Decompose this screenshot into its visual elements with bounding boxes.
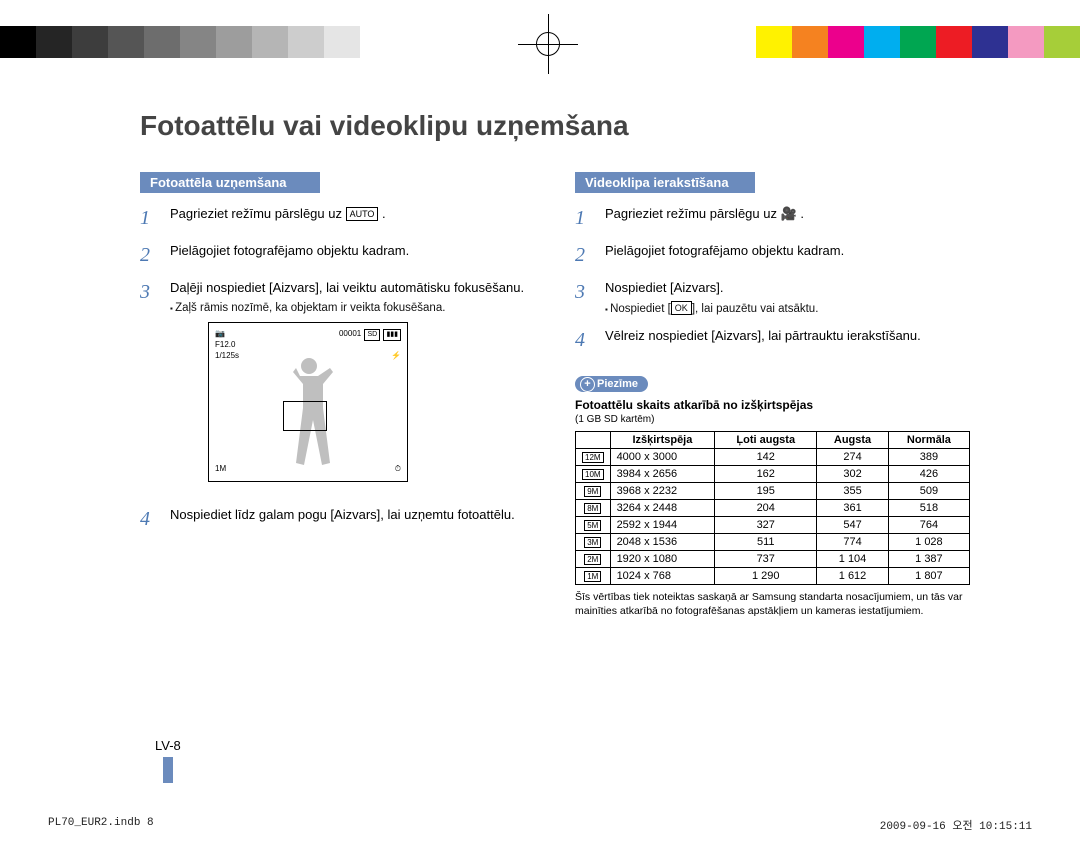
registration-cross (528, 24, 568, 64)
step-1: 1 Pagrieziet režīmu pārslēgu uz 🎥 . (575, 205, 970, 232)
flash-icon: ⚡ (391, 351, 401, 360)
table-row: 1M1024 x 7681 2901 6121 807 (576, 568, 970, 585)
page-content: Fotoattēlu vai videoklipu uzņemšana Foto… (140, 110, 970, 618)
table-header: Augsta (817, 432, 889, 449)
video-mode-icon: 🎥 (781, 206, 797, 221)
footer-timestamp: 2009-09-16 오전 10:15:11 (880, 817, 1032, 833)
footer-filename: PL70_EUR2.indb 8 (48, 817, 154, 833)
note-pill: Piezīme (575, 376, 648, 392)
resolution-badge: 10M (582, 469, 604, 480)
swatch (324, 26, 360, 58)
table-footnote: Šīs vērtības tiek noteiktas saskaņā ar S… (575, 591, 970, 618)
swatch (864, 26, 900, 58)
swatch (144, 26, 180, 58)
swatch (936, 26, 972, 58)
step-4: 4 Nospiediet līdz galam pogu [Aizvars], … (140, 506, 535, 533)
swatch (828, 26, 864, 58)
swatch (756, 26, 792, 58)
swatch (180, 26, 216, 58)
table-row: 12M4000 x 3000142274389 (576, 449, 970, 466)
resolution-badge: 1M (584, 571, 601, 582)
table-row: 3M2048 x 15365117741 028 (576, 534, 970, 551)
step-4: 4 Vēlreiz nospiediet [Aizvars], lai pārt… (575, 327, 970, 354)
resolution-badge: 9M (584, 486, 601, 497)
swatch (288, 26, 324, 58)
table-header: Ļoti augsta (715, 432, 817, 449)
print-footer: PL70_EUR2.indb 8 2009-09-16 오전 10:15:11 (48, 817, 1032, 833)
lcd-preview: 📷 F12.0 1/125s 00001 SD ▮▮▮ ⚡ 1M (208, 322, 408, 482)
page-title: Fotoattēlu vai videoklipu uzņemšana (140, 110, 970, 142)
swatch (900, 26, 936, 58)
step-3: 3 Nospiediet [Aizvars]. Nospiediet [OK],… (575, 279, 970, 317)
resolution-badge: 8M (584, 503, 601, 514)
page-number: LV-8 (155, 738, 181, 783)
swatch (720, 26, 756, 58)
table-header: Izšķirtspēja (610, 432, 715, 449)
resolution-badge: 5M (584, 520, 601, 531)
swatch (1044, 26, 1080, 58)
swatch (72, 26, 108, 58)
table-row: 5M2592 x 1944327547764 (576, 517, 970, 534)
ok-button-icon: OK (671, 301, 692, 315)
swatch (1008, 26, 1044, 58)
sd-icon: SD (364, 329, 380, 340)
timer-icon: ⏱ (395, 464, 401, 475)
swatch (108, 26, 144, 58)
focus-box (283, 401, 327, 431)
swatch (0, 26, 36, 58)
note-title: Fotoattēlu skaits atkarībā no izšķirtspē… (575, 398, 970, 412)
table-row: 9M3968 x 2232195355509 (576, 483, 970, 500)
step-2: 2 Pielāgojiet fotografējamo objektu kadr… (140, 242, 535, 269)
step-1: 1 Pagrieziet režīmu pārslēgu uz AUTO . (140, 205, 535, 232)
swatch (36, 26, 72, 58)
swatch (216, 26, 252, 58)
resolution-badge: 2M (584, 554, 601, 565)
swatch (972, 26, 1008, 58)
resolution-badge: 12M (582, 452, 604, 463)
resolution-table: IzšķirtspējaĻoti augstaAugstaNormāla 12M… (575, 431, 970, 585)
step-3: 3 Daļēji nospiediet [Aizvars], lai veikt… (140, 279, 535, 496)
swatch (252, 26, 288, 58)
photo-section-header: Fotoattēla uzņemšana (140, 172, 320, 193)
table-row: 2M1920 x 10807371 1041 387 (576, 551, 970, 568)
left-column: Fotoattēla uzņemšana 1 Pagrieziet režīmu… (140, 172, 535, 618)
table-header: Normāla (888, 432, 969, 449)
auto-mode-icon: AUTO (346, 207, 379, 221)
camera-icon: 📷 (215, 329, 225, 338)
battery-icon: ▮▮▮ (383, 329, 401, 340)
resolution-badge: 3M (584, 537, 601, 548)
swatch (792, 26, 828, 58)
table-row: 8M3264 x 2448204361518 (576, 500, 970, 517)
table-row: 10M3984 x 2656162302426 (576, 466, 970, 483)
video-section-header: Videoklipa ierakstīšana (575, 172, 755, 193)
note-subtitle: (1 GB SD kartēm) (575, 414, 970, 425)
right-column: Videoklipa ierakstīšana 1 Pagrieziet rež… (575, 172, 970, 618)
step-2: 2 Pielāgojiet fotografējamo objektu kadr… (575, 242, 970, 269)
